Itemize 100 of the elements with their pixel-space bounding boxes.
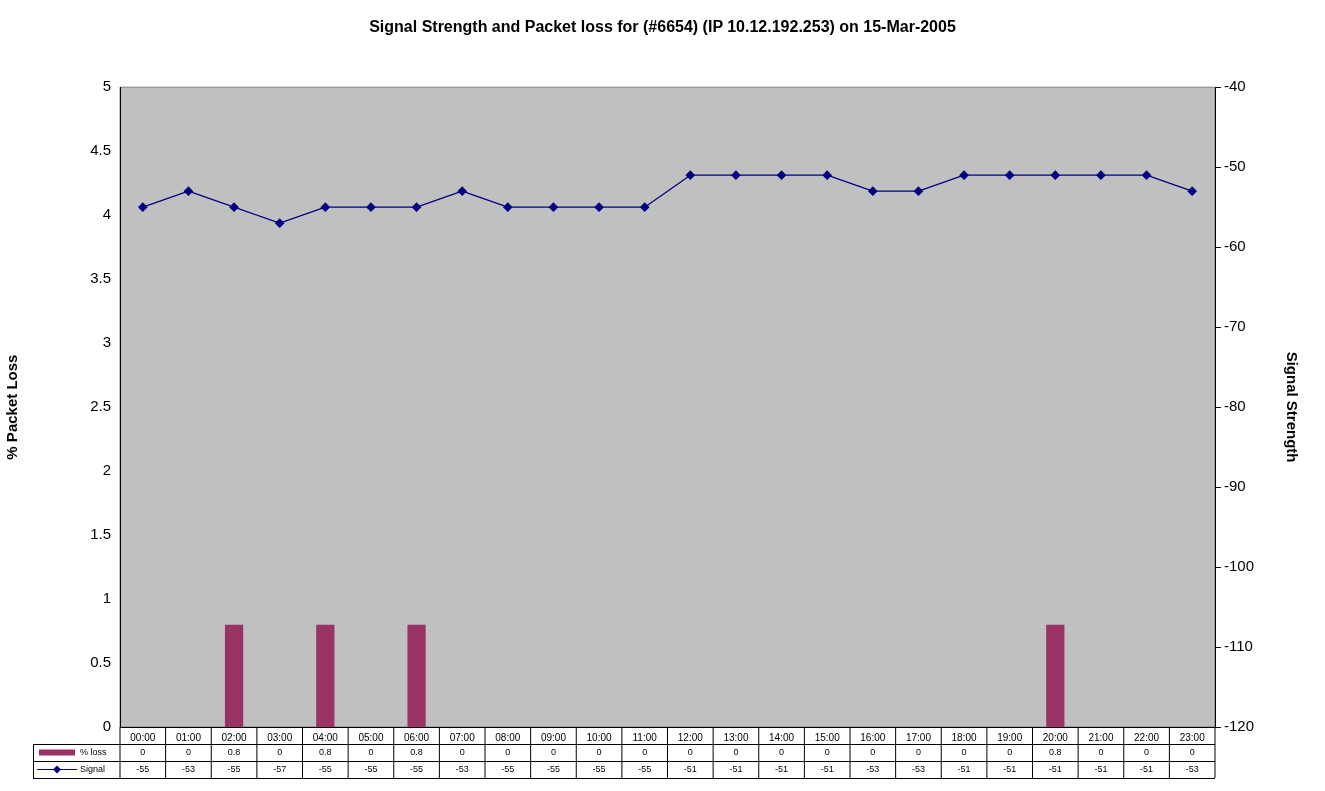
data-label: -55 <box>546 763 560 774</box>
point <box>1187 186 1197 196</box>
point <box>457 186 467 196</box>
legend-label: % loss <box>80 746 108 757</box>
y2-tick-label: -60 <box>1224 237 1246 255</box>
y-tick-label: 0 <box>102 717 111 735</box>
data-label: 0 <box>1098 746 1104 757</box>
point <box>183 186 194 196</box>
point <box>822 170 832 180</box>
y2-tick-label: -80 <box>1224 397 1246 415</box>
point <box>731 170 741 180</box>
y2-tick-label: -70 <box>1224 317 1246 335</box>
data-label: 0 <box>733 746 739 757</box>
data-label: 0 <box>277 746 283 757</box>
x-tick-label: 17:00 <box>905 731 932 743</box>
data-label: 0.8 <box>227 746 241 757</box>
data-label: 0 <box>961 746 967 757</box>
data-label: 0 <box>642 746 648 757</box>
data-label: -51 <box>729 763 743 774</box>
x-tick-label: 18:00 <box>951 731 978 743</box>
data-label: -53 <box>455 763 469 774</box>
point <box>1096 170 1106 180</box>
y2-tick-label: -100 <box>1224 557 1255 575</box>
point <box>776 170 787 180</box>
data-label: -55 <box>318 763 332 774</box>
data-label: -55 <box>136 763 150 774</box>
y-axis-title: % Packet Loss <box>3 354 21 460</box>
y2-tick-label: -40 <box>1224 77 1246 95</box>
data-label: 0 <box>824 746 830 757</box>
point <box>640 202 650 212</box>
data-label: -53 <box>866 763 880 774</box>
x-tick-label: 19:00 <box>997 731 1023 743</box>
x-tick-label: 14:00 <box>769 731 795 743</box>
data-label: -51 <box>820 763 834 774</box>
data-label: 0 <box>185 746 191 757</box>
x-tick-label: 07:00 <box>449 731 476 743</box>
data-label: 0.8 <box>1049 746 1062 757</box>
point <box>366 202 376 212</box>
legend-label: Signal <box>80 763 106 774</box>
data-label: -53 <box>1185 763 1199 774</box>
data-label: 0 <box>915 746 921 757</box>
x-tick-label: 09:00 <box>540 731 567 743</box>
x-tick-label: 20:00 <box>1042 731 1069 743</box>
x-tick-label: 22:00 <box>1134 731 1160 743</box>
x-tick-label: 01:00 <box>175 731 202 743</box>
data-label: 0 <box>870 746 876 757</box>
y2-axis-title: Signal Strength <box>1283 351 1301 463</box>
x-tick-label: 02:00 <box>221 731 248 743</box>
data-label: 0 <box>1007 746 1013 757</box>
data-label: -55 <box>227 763 241 774</box>
point <box>1141 170 1152 180</box>
x-tick-label: 11:00 <box>632 731 658 743</box>
x-tick-label: 10:00 <box>586 731 613 743</box>
point <box>959 170 969 180</box>
x-tick-label: 16:00 <box>860 731 886 743</box>
point <box>411 202 422 212</box>
point <box>138 202 148 212</box>
data-label: 0 <box>687 746 693 757</box>
point <box>275 218 285 228</box>
data-label: -53 <box>911 763 925 774</box>
data-label: 0 <box>1144 746 1150 757</box>
data-label: -55 <box>592 763 606 774</box>
data-label: 0 <box>550 746 556 757</box>
data-label: -51 <box>957 763 971 774</box>
point <box>548 202 559 212</box>
data-label: -55 <box>638 763 652 774</box>
y-tick-label: 2 <box>102 461 111 479</box>
data-label: -51 <box>1003 763 1017 774</box>
x-tick-label: 21:00 <box>1088 731 1114 743</box>
data-label: 0 <box>779 746 785 757</box>
data-label: 0 <box>140 746 146 757</box>
data-label: -53 <box>181 763 195 774</box>
chart-title: Signal Strength and Packet loss for (#6654) (IP 10.12.192.253) on 15-Mar-2005 <box>369 18 956 36</box>
point <box>594 202 604 212</box>
data-label: -51 <box>775 763 789 774</box>
point <box>503 202 513 212</box>
y-tick-label: 3 <box>102 333 111 351</box>
y-tick-label: 4 <box>102 205 111 223</box>
data-label: 0.8 <box>319 746 332 757</box>
point <box>1050 170 1060 180</box>
data-label: -51 <box>1094 763 1108 774</box>
y-tick-label: 1 <box>102 589 111 607</box>
y-tick-label: 4.5 <box>90 141 111 159</box>
data-label: -51 <box>1140 763 1154 774</box>
data-label: -55 <box>364 763 378 774</box>
y-tick-label: 3.5 <box>90 269 111 287</box>
point <box>685 170 695 180</box>
y-tick-label: 0.5 <box>90 653 111 671</box>
x-tick-label: 15:00 <box>814 731 841 743</box>
point <box>229 202 239 212</box>
x-tick-label: 05:00 <box>358 731 384 743</box>
data-label: 0 <box>596 746 602 757</box>
data-label: 0 <box>368 746 374 757</box>
x-tick-label: 06:00 <box>404 731 430 743</box>
data-label: -55 <box>410 763 424 774</box>
y2-tick-label: -110 <box>1224 637 1253 655</box>
x-tick-label: 13:00 <box>723 731 749 743</box>
data-label: -55 <box>501 763 515 774</box>
y2-tick-label: -50 <box>1224 157 1246 175</box>
y-tick-label: 2.5 <box>90 397 111 415</box>
